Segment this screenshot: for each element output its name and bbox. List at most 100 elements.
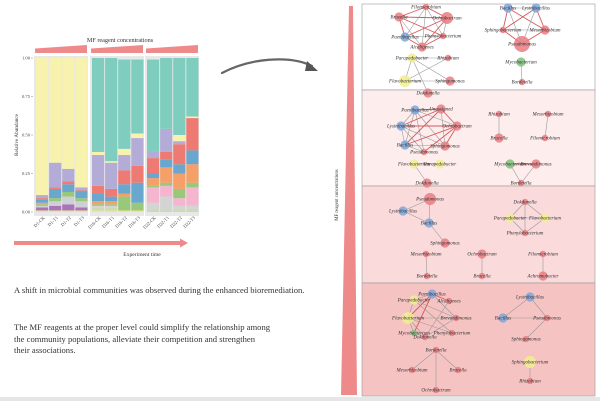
bar-segment bbox=[49, 205, 62, 211]
node-label: Mesorhizobium bbox=[528, 29, 560, 34]
node-label: Sphingomonas bbox=[511, 338, 541, 343]
network-node bbox=[514, 36, 530, 52]
bar-segment bbox=[131, 138, 144, 166]
network-node bbox=[421, 333, 429, 341]
bar-segment bbox=[92, 207, 105, 211]
node-label: Brucella bbox=[490, 137, 508, 142]
network-node bbox=[538, 271, 548, 281]
network-edge bbox=[507, 7, 546, 31]
bar-segment bbox=[186, 208, 199, 212]
network-node bbox=[440, 141, 450, 151]
bar-segment bbox=[186, 58, 199, 117]
network-node bbox=[424, 218, 434, 228]
node-label: Bordetella bbox=[417, 275, 438, 280]
network-node bbox=[541, 134, 549, 142]
bar-segment bbox=[118, 184, 131, 194]
network-edge bbox=[525, 317, 548, 340]
network-edge bbox=[413, 299, 453, 334]
network-node bbox=[423, 272, 431, 280]
network-node bbox=[539, 250, 547, 258]
node-label: Mesorhizobium bbox=[395, 369, 427, 374]
bar-segment bbox=[160, 208, 173, 212]
bar-segment bbox=[105, 58, 118, 162]
curved-arrow-icon bbox=[220, 58, 318, 75]
node-label: Pseudomonas bbox=[532, 317, 561, 322]
network-node bbox=[517, 179, 525, 187]
node-label: Ochrobactrum bbox=[432, 17, 462, 22]
bar-segment bbox=[160, 185, 173, 197]
network-node bbox=[402, 312, 414, 324]
bar-segment bbox=[131, 210, 144, 212]
network-node bbox=[417, 42, 427, 52]
node-label: Sphingomonas bbox=[435, 80, 465, 85]
network-node bbox=[445, 76, 455, 86]
network-node bbox=[544, 110, 552, 118]
network-node bbox=[432, 346, 440, 354]
network-edge bbox=[440, 108, 446, 147]
bar-segment bbox=[36, 210, 49, 212]
y-tick-label: 0.75 bbox=[22, 94, 31, 99]
network-edge bbox=[424, 300, 450, 338]
network-node bbox=[448, 329, 456, 337]
node-label: Sphingobacterium bbox=[512, 361, 549, 366]
network-node bbox=[410, 329, 418, 337]
node-label: Dokdonella bbox=[415, 92, 440, 97]
bar-segment bbox=[173, 141, 186, 145]
network-edge bbox=[402, 210, 430, 224]
network-edge bbox=[431, 293, 457, 319]
network-node bbox=[522, 335, 530, 343]
bar-segment bbox=[92, 204, 105, 206]
network-node bbox=[399, 75, 411, 87]
node-label: Mycobacterium bbox=[493, 163, 526, 168]
network-node bbox=[422, 3, 430, 11]
bottom-strip bbox=[0, 397, 600, 401]
bar-segment bbox=[49, 188, 62, 199]
node-label: Alcaligenes bbox=[409, 46, 433, 51]
bar-segment bbox=[160, 159, 173, 168]
bar-segment bbox=[173, 188, 186, 199]
finding-text-1: A shift in microbial communities was obs… bbox=[14, 285, 305, 295]
bar-segment bbox=[36, 207, 49, 211]
network-edge bbox=[407, 317, 453, 334]
network-node bbox=[521, 229, 529, 237]
bar-segment bbox=[36, 58, 49, 196]
node-label: Mycobacterium bbox=[397, 332, 430, 337]
bar-segment bbox=[173, 58, 186, 135]
node-label: Lysinibacillus bbox=[521, 7, 550, 12]
bar-segment bbox=[173, 205, 186, 209]
bar-segment bbox=[118, 59, 131, 149]
network-panel-2 bbox=[361, 89, 596, 187]
bar-segment bbox=[186, 150, 199, 165]
network-node bbox=[423, 88, 433, 98]
network-node bbox=[452, 314, 460, 322]
network-node bbox=[540, 213, 550, 223]
network-2: Paenibacillus Unassigned Lysinibacillus Och… bbox=[386, 104, 564, 188]
network-node bbox=[495, 110, 503, 118]
network-node bbox=[400, 140, 410, 150]
node-label: Brevundimonas bbox=[520, 163, 551, 168]
node-label: Ochrobactrum bbox=[421, 389, 451, 394]
network-node bbox=[439, 32, 447, 40]
network-edge bbox=[398, 6, 427, 18]
bar-segment bbox=[105, 210, 118, 212]
node-label: Lysinibacillus bbox=[388, 210, 417, 215]
network-node bbox=[478, 272, 486, 280]
node-label: Pseudomonas bbox=[409, 151, 438, 156]
network-node bbox=[432, 386, 440, 394]
bar-segment bbox=[36, 198, 49, 200]
bar-segment bbox=[186, 118, 199, 151]
bar-segment bbox=[186, 164, 199, 183]
bar-segment bbox=[49, 210, 62, 212]
bar-segment bbox=[36, 195, 49, 199]
node-label: Paenibacillus bbox=[400, 109, 429, 114]
network-3: Pseudomonas Lysinibacillus Bacillus Sphingo… bbox=[388, 193, 561, 281]
node-label: Rhizobium bbox=[487, 113, 510, 118]
network-node bbox=[540, 25, 550, 35]
node-label: Sphingobacterium bbox=[485, 29, 522, 34]
bar-segment bbox=[75, 207, 88, 211]
network-node bbox=[524, 356, 536, 368]
network-node bbox=[531, 159, 541, 169]
bar-segment bbox=[131, 202, 144, 211]
network-edge bbox=[413, 293, 433, 334]
